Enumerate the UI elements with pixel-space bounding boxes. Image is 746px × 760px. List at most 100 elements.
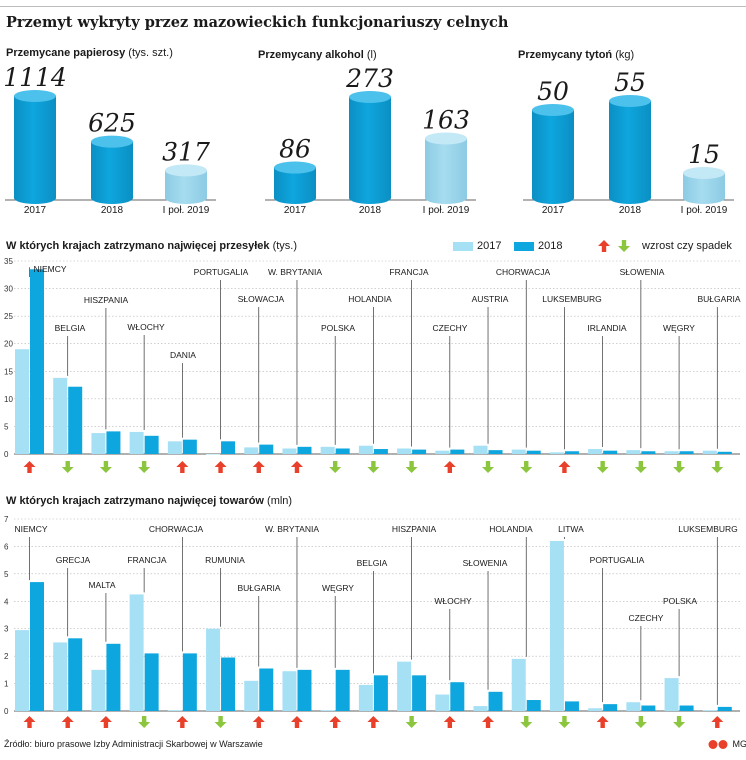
country-label: BELGIA (357, 558, 388, 568)
bar-2017 (167, 441, 182, 454)
bar-2018 (412, 449, 427, 454)
bar-2017 (664, 678, 679, 711)
panel-unit: (kg) (615, 49, 635, 61)
arrow-up-icon (176, 461, 189, 473)
value-label: 625 (88, 109, 136, 138)
cylinder-bar (532, 104, 574, 204)
bar-2017 (53, 377, 68, 454)
bar-2017 (244, 447, 259, 454)
bar-2018 (68, 386, 83, 454)
bar-2018 (335, 669, 350, 711)
cylinder-bar (14, 90, 56, 204)
bar-2018 (182, 439, 197, 454)
bar-2018 (182, 653, 197, 711)
y-tick-label: 0 (4, 707, 9, 716)
country-label: BUŁGARIA (698, 294, 741, 304)
arrow-down-icon (367, 461, 380, 473)
arrow-up-icon (99, 716, 112, 728)
country-label: PORTUGALIA (194, 267, 249, 277)
bar-2017 (397, 448, 412, 454)
category-label: 2018 (101, 205, 124, 216)
bar-2017 (626, 450, 641, 454)
bar-2018 (641, 451, 656, 454)
country-label: HISZPANIA (84, 295, 129, 305)
country-label: FRANCJA (127, 555, 167, 565)
arrow-up-icon (596, 716, 609, 728)
bar-2017 (702, 710, 717, 711)
bar-2018 (412, 675, 427, 711)
y-tick-label: 2 (4, 652, 9, 661)
bar-2018 (30, 269, 44, 454)
value-label: 55 (614, 68, 646, 97)
value-label: 15 (688, 140, 720, 169)
arrow-up-icon (367, 716, 380, 728)
goods-unit: (mln) (267, 495, 293, 507)
arrow-down-icon (618, 240, 630, 252)
bar-2017 (511, 658, 526, 711)
arrow-up-icon (443, 461, 456, 473)
bar-2017 (435, 450, 450, 454)
logo-text: MG (732, 739, 746, 749)
bar-2018 (106, 643, 121, 711)
arrow-up-icon (252, 461, 265, 473)
country-label: WĘGRY (663, 323, 695, 333)
panel-unit: (tys. szt.) (128, 47, 173, 59)
arrow-up-icon (711, 716, 724, 728)
country-label: NIEMCY (33, 264, 66, 274)
bar-2018 (717, 706, 732, 711)
country-label: CHORWACJA (149, 524, 204, 534)
y-tick-label: 10 (4, 395, 13, 404)
arrow-up-icon (176, 716, 189, 728)
arrow-down-icon (329, 461, 342, 473)
chart-alcohol: 86 2017 273 2018 163 I poł. 2019 (265, 64, 476, 216)
country-label: SŁOWENIA (620, 267, 665, 277)
bar-2018 (679, 451, 694, 454)
country-label: HOLANDIA (348, 294, 392, 304)
country-label: DANIA (170, 350, 196, 360)
y-tick-label: 4 (4, 597, 9, 606)
bar-2018 (144, 653, 159, 711)
bar-2017 (15, 630, 29, 711)
y-tick-label: 5 (4, 570, 9, 579)
y-tick-label: 25 (4, 312, 13, 321)
country-label: SŁOWACJA (238, 294, 285, 304)
bar-2018 (297, 446, 312, 454)
arrow-up-icon (252, 716, 265, 728)
country-label: SŁOWENIA (463, 558, 508, 568)
parcels-unit: (tys.) (272, 240, 298, 252)
bar-2017 (282, 671, 297, 711)
y-tick-label: 30 (4, 285, 13, 294)
bar-2018 (297, 669, 312, 711)
value-label: 273 (345, 64, 394, 93)
country-label: LITWA (558, 524, 584, 534)
bar-2017 (206, 628, 221, 711)
bar-2018 (373, 675, 388, 711)
bar-2017 (206, 454, 221, 455)
y-tick-label: 0 (4, 450, 9, 459)
arrow-up-icon (290, 716, 303, 728)
bar-2018 (68, 638, 83, 711)
arrow-up-icon (61, 716, 74, 728)
country-label: POLSKA (663, 596, 697, 606)
cylinder-bar (609, 95, 651, 204)
country-label: RUMUNIA (205, 555, 245, 565)
category-label: I poł. 2019 (163, 205, 210, 216)
arrow-down-icon (214, 716, 227, 728)
bar-2017 (397, 661, 412, 711)
country-label: LUKSEMBURG (542, 294, 602, 304)
arrow-down-icon (634, 716, 647, 728)
bar-2017 (588, 708, 603, 711)
value-label: 1114 (3, 63, 67, 92)
country-label: BUŁGARIA (238, 583, 281, 593)
country-label: FRANCJA (389, 267, 429, 277)
cylinder-bar (274, 161, 316, 204)
cylinder-bar (349, 91, 391, 204)
bar-2017 (358, 445, 373, 454)
y-tick-label: 1 (4, 680, 9, 689)
bar-2018 (450, 682, 465, 711)
arrow-down-icon (634, 461, 647, 473)
legend-swatch-2017 (453, 242, 473, 251)
country-label: HOLANDIA (489, 524, 533, 534)
bar-2017 (511, 449, 526, 454)
category-label: 2018 (359, 205, 382, 216)
